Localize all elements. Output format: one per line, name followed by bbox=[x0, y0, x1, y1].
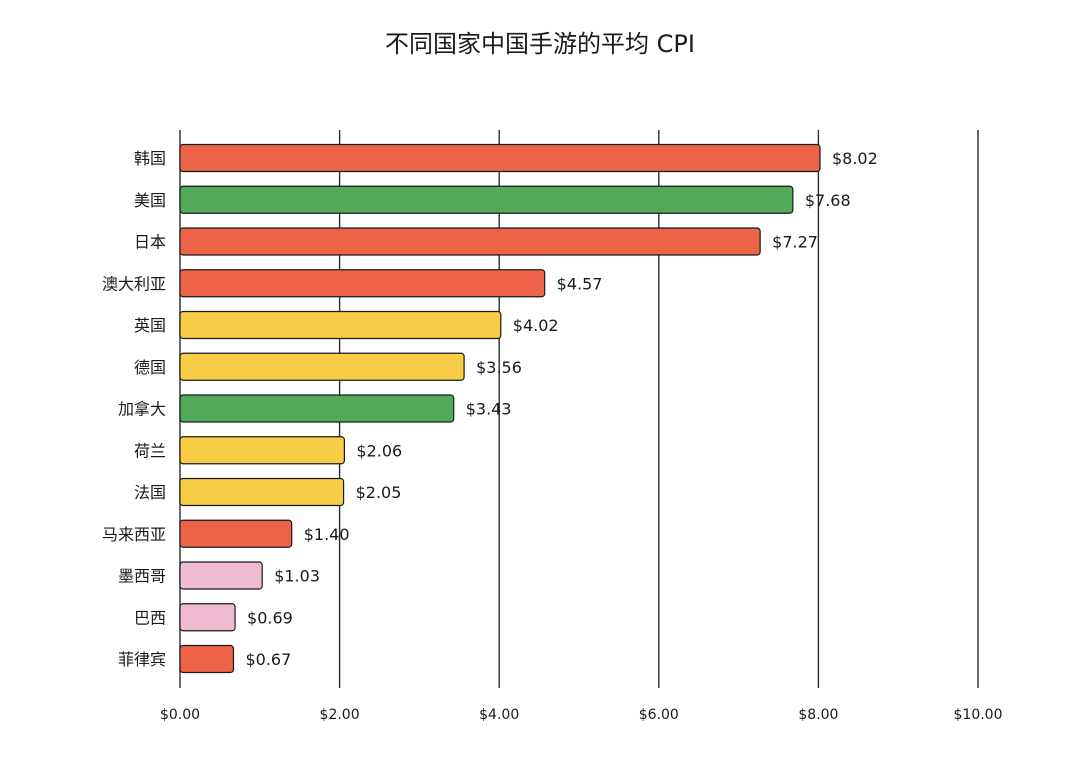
bar bbox=[179, 603, 236, 632]
value-label: $2.05 bbox=[356, 483, 402, 502]
value-label: $7.68 bbox=[805, 191, 851, 210]
bar bbox=[179, 227, 761, 256]
bar bbox=[179, 436, 345, 465]
value-label: $3.56 bbox=[476, 358, 522, 377]
category-label: 英国 bbox=[134, 316, 166, 335]
category-label: 马来西亚 bbox=[102, 525, 166, 544]
value-label: $4.57 bbox=[557, 274, 603, 293]
value-label: $4.02 bbox=[513, 316, 559, 335]
category-label: 日本 bbox=[134, 233, 166, 252]
bar bbox=[179, 269, 546, 298]
bar bbox=[179, 519, 293, 548]
category-label: 加拿大 bbox=[118, 400, 166, 419]
value-label: $8.02 bbox=[832, 149, 878, 168]
value-label: $2.06 bbox=[356, 441, 402, 460]
x-tick-label: $6.00 bbox=[639, 707, 679, 723]
value-label: $0.67 bbox=[245, 650, 291, 669]
category-label: 巴西 bbox=[134, 608, 166, 627]
x-tick-labels: $0.00 $2.00 $4.00 $6.00 $8.00 $10.00 bbox=[160, 707, 1003, 723]
chart-title: 不同国家中国手游的平均 CPI bbox=[385, 30, 695, 58]
category-label: 荷兰 bbox=[134, 441, 166, 460]
bar bbox=[179, 185, 794, 214]
bar bbox=[179, 561, 263, 590]
category-label: 德国 bbox=[134, 358, 166, 377]
category-label: 美国 bbox=[134, 191, 166, 210]
value-label: $7.27 bbox=[772, 233, 818, 252]
bar bbox=[179, 310, 502, 340]
value-label: $1.40 bbox=[304, 525, 350, 544]
bar bbox=[179, 477, 345, 507]
category-label: 菲律宾 bbox=[118, 650, 166, 669]
bar bbox=[179, 352, 465, 381]
category-label: 韩国 bbox=[134, 149, 166, 168]
bars bbox=[179, 143, 821, 674]
x-tick-label: $10.00 bbox=[954, 707, 1003, 723]
x-tick-label: $4.00 bbox=[479, 707, 519, 723]
value-label: $3.43 bbox=[466, 400, 512, 419]
x-tick-label: $8.00 bbox=[798, 707, 838, 723]
category-label: 法国 bbox=[134, 483, 166, 502]
value-label: $0.69 bbox=[247, 608, 293, 627]
bar bbox=[179, 394, 455, 423]
value-label: $1.03 bbox=[274, 567, 320, 586]
value-labels: $8.02 $7.68 $7.27 $4.57 $4.02 $3.56 $3.43 $2.06… bbox=[245, 149, 877, 669]
bar bbox=[179, 644, 235, 674]
bar bbox=[179, 143, 821, 173]
x-tick-label: $2.00 bbox=[320, 707, 360, 723]
category-label: 墨西哥 bbox=[118, 567, 166, 586]
x-tick-label: $0.00 bbox=[160, 707, 200, 723]
category-label: 澳大利亚 bbox=[102, 274, 166, 293]
